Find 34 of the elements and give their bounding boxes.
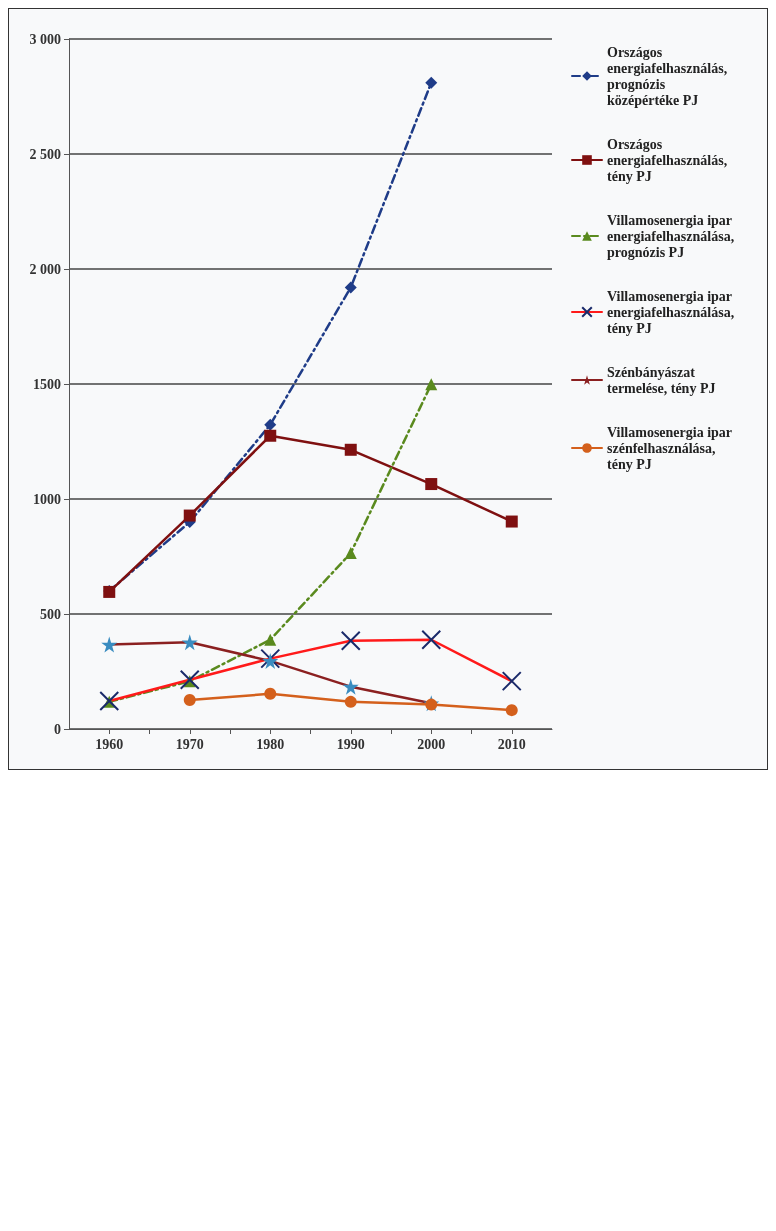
x-tick-label: 2000 — [417, 736, 446, 752]
point — [425, 76, 438, 89]
x-tick-label: 1990 — [336, 736, 365, 752]
point — [344, 695, 357, 708]
x-tick-label: 2010 — [497, 736, 526, 752]
y-tick-label: 500 — [40, 606, 61, 622]
legend-label: Villamosenergia ipar energiafelhasználása, prognózis PJ — [607, 212, 738, 260]
point — [183, 509, 196, 522]
point — [264, 418, 277, 431]
x-tick-label: 1960 — [95, 736, 124, 752]
point — [183, 694, 196, 707]
point — [425, 378, 438, 391]
point — [264, 429, 277, 442]
legend-label: Villamosenergia ipar energiafelhasználása, tény PJ — [607, 288, 738, 336]
legend-label: Villamosenergia ipar szénfelhasználása, tény PJ — [607, 424, 736, 472]
y-tick-label: 2 500 — [29, 146, 61, 162]
point — [505, 704, 518, 717]
point — [264, 687, 277, 700]
y-tick-label: 1500 — [33, 376, 61, 392]
y-tick-label: 1000 — [33, 491, 61, 507]
point — [505, 515, 518, 528]
point — [344, 443, 357, 456]
legend-label: Országos energiafelhasználás, tény PJ — [607, 136, 731, 184]
y-tick-label: 2 000 — [29, 261, 61, 277]
y-tick-label: 3 000 — [29, 31, 61, 47]
y-tick-label: 0 — [54, 721, 61, 737]
point — [344, 281, 357, 294]
x-tick-label: 1980 — [256, 736, 285, 752]
legend-label: Szénbányászat termelése, tény PJ — [607, 364, 716, 396]
x-tick-label: 1970 — [175, 736, 204, 752]
legend-label: Országos energiafelhasználás, prognózis középértéke PJ — [607, 44, 731, 108]
point — [425, 478, 438, 491]
point — [344, 547, 357, 560]
point — [264, 633, 277, 646]
